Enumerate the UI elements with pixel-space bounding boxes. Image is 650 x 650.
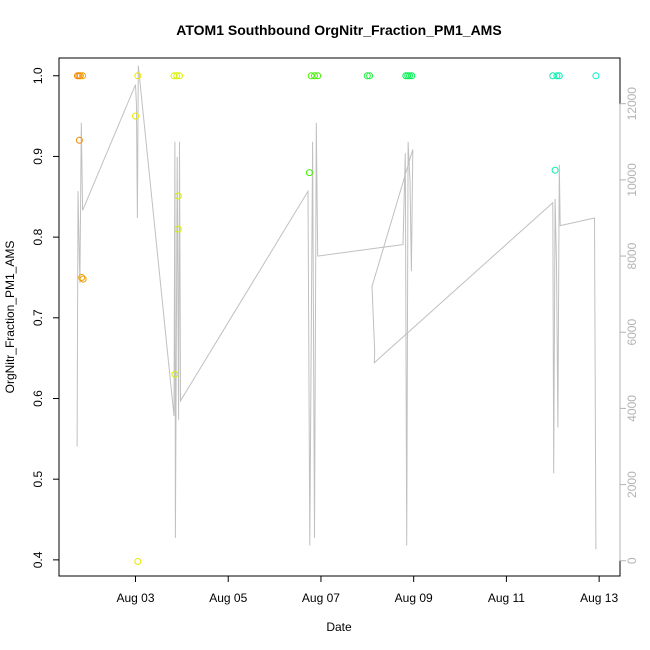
data-point [79,72,87,80]
x-tick-label: Aug 07 [302,591,340,605]
y-tick-label: 0.9 [31,148,45,165]
data-point [171,370,179,378]
y-tick-label: 0.4 [31,551,45,568]
y-tick-label: 0.8 [31,228,45,245]
data-point [305,169,313,177]
y2-tick-label: 4000 [625,395,639,422]
data-point [79,275,87,283]
data-point [134,558,142,565]
y-tick-label: 1.0 [31,67,45,84]
data-point [134,72,142,80]
data-point [174,225,182,233]
y2-tick-label: 2000 [625,471,639,498]
chart-title: ATOM1 Southbound OrgNitr_Fraction_PM1_AM… [176,22,501,38]
y-tick-label: 0.6 [31,390,45,407]
x-tick-label: Aug 11 [488,591,525,605]
data-point [555,72,563,80]
y2-axis: 0 2000 4000 6000 8000 10000 12000 [619,87,639,564]
x-tick-label: Aug 05 [209,591,247,605]
y2-tick-label: 8000 [625,242,639,269]
data-point [363,72,371,80]
x-axis: Aug 03 Aug 05 Aug 07 Aug 09 Aug 11 Aug 13 [116,575,618,605]
y-tick-label: 0.5 [31,471,45,488]
data-point [366,72,374,80]
y2-tick-label: 0 [625,557,639,564]
series-line [76,65,597,550]
y2-tick-label: 10000 [625,163,639,197]
y2-tick-label: 12000 [625,87,639,121]
data-point [176,72,183,80]
data-point [408,72,416,80]
data-point [311,72,318,80]
x-tick-label: Aug 03 [116,591,154,605]
data-point [314,72,322,80]
x-tick-label: Aug 09 [395,591,433,605]
data-point [78,274,86,281]
scatter-points [74,72,600,565]
x-axis-label: Date [326,620,352,634]
data-point [592,72,600,80]
data-point [132,112,139,120]
data-point [174,192,182,200]
y-axis: 0.4 0.5 0.6 0.7 0.8 0.9 1.0 [31,67,60,568]
data-point [551,166,559,174]
y2-tick-label: 6000 [625,319,639,346]
data-point [406,72,413,80]
data-point [76,72,84,80]
data-point [173,72,181,80]
data-point [75,136,83,144]
secondary-series-line [76,65,597,550]
y-tick-label: 0.7 [31,309,45,326]
data-point [553,72,561,80]
y-axis-label: OrgNitr_Fraction_PM1_AMS [3,241,17,394]
plot-frame [58,57,621,577]
x-tick-label: Aug 13 [580,591,618,605]
